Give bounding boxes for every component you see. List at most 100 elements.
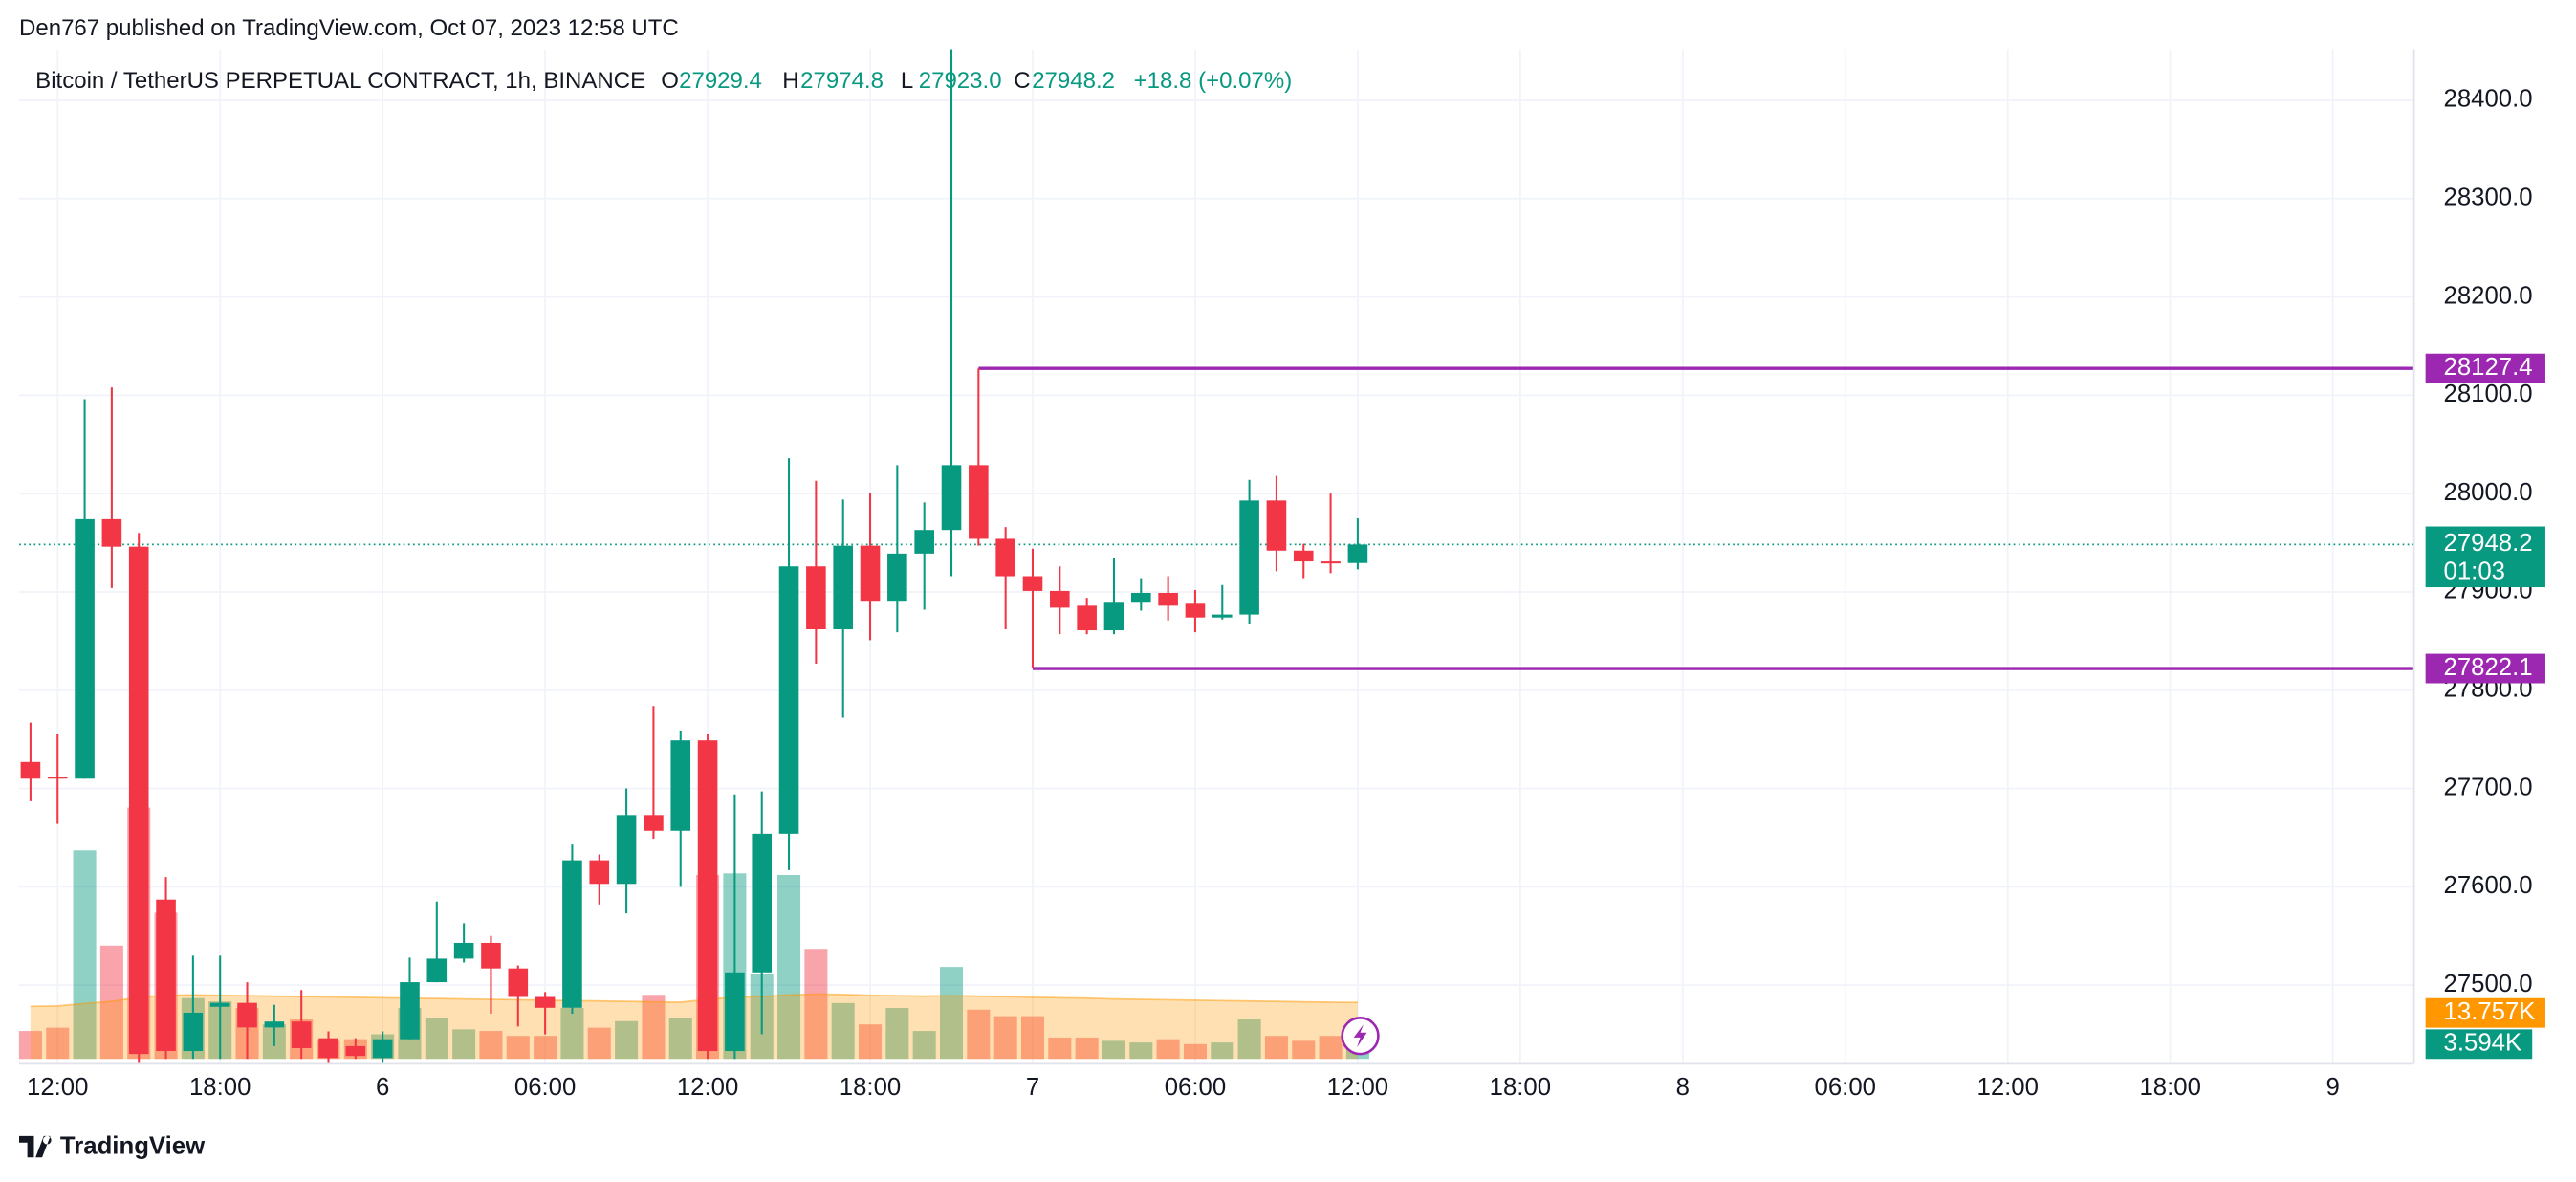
- candle-body: [183, 1012, 204, 1052]
- price-label: 28127.4: [2444, 354, 2533, 381]
- volume-bar: [804, 949, 828, 1060]
- volume-bar: [1075, 1037, 1099, 1060]
- candle-body: [1293, 550, 1314, 562]
- y-tick-label: 27500.0: [2444, 971, 2533, 997]
- candle-body: [508, 968, 529, 997]
- volume-bar: [46, 1027, 70, 1060]
- candle-body: [1185, 603, 1206, 618]
- y-tick-label: 27600.0: [2444, 872, 2533, 899]
- candle-body: [481, 942, 501, 969]
- candle-body: [209, 1002, 230, 1007]
- candle-body: [1077, 605, 1097, 631]
- candle-body: [47, 777, 68, 779]
- x-tick-label: 06:00: [1815, 1074, 1876, 1101]
- candle-body: [345, 1045, 366, 1057]
- volume-last-box: [2425, 1029, 2533, 1060]
- volume-bar: [885, 1008, 909, 1060]
- legend-key: H: [782, 68, 798, 94]
- plot: [19, 49, 2414, 1064]
- volume-bar: [831, 1002, 855, 1060]
- candle-body: [372, 1039, 393, 1059]
- x-tick-label: 06:00: [1165, 1074, 1226, 1101]
- candle-body: [697, 740, 718, 1052]
- y-tick-label: 28400.0: [2444, 86, 2533, 113]
- candle-body: [1103, 602, 1124, 631]
- volume-bar: [1211, 1042, 1234, 1060]
- axes: 27500.027600.027700.027800.027900.028000…: [27, 86, 2545, 1101]
- candle-body: [562, 860, 582, 1008]
- candle-body: [995, 538, 1015, 577]
- candle-body: [589, 860, 610, 885]
- candle-body: [644, 815, 664, 831]
- grid: [19, 49, 2414, 1064]
- price-label-box: [2425, 653, 2545, 684]
- legend-value: 27948.2: [1032, 68, 1115, 94]
- x-tick-label: 9: [2325, 1074, 2339, 1101]
- candle-body: [616, 815, 637, 885]
- x-tick-label: 7: [1026, 1074, 1039, 1101]
- volume-bar: [425, 1018, 448, 1060]
- candle-body: [1022, 576, 1043, 591]
- volume-bar: [993, 1016, 1017, 1060]
- volume-last-label: 3.594K: [2444, 1030, 2522, 1057]
- x-tick-label: 12:00: [1977, 1074, 2039, 1101]
- candle-body: [725, 972, 745, 1052]
- candle-body: [860, 545, 881, 602]
- candle-body: [1321, 561, 1341, 564]
- y-tick-label: 28200.0: [2444, 282, 2533, 309]
- candle-body: [941, 465, 962, 531]
- legend-value: 27923.0: [919, 68, 1002, 94]
- x-tick-label: 8: [1676, 1074, 1690, 1101]
- x-tick-label: 12:00: [27, 1074, 88, 1101]
- volume-bar: [1102, 1040, 1125, 1060]
- volume-bar: [73, 850, 97, 1060]
- volume-ma-label: 13.757K: [2444, 998, 2536, 1025]
- candle-body: [778, 566, 799, 834]
- candle-body: [264, 1021, 285, 1028]
- tradingview-logo: [19, 1135, 52, 1158]
- candle-body: [318, 1038, 338, 1059]
- candle-body: [426, 958, 448, 983]
- legend-key: C: [1014, 68, 1030, 94]
- volume-bar: [777, 874, 801, 1060]
- candle-body: [1130, 592, 1151, 603]
- x-tick-label: 06:00: [514, 1074, 576, 1101]
- volume-bar: [1292, 1040, 1316, 1060]
- publish-header: Den767 published on TradingView.com, Oct…: [19, 15, 679, 41]
- candle-body: [453, 942, 474, 959]
- candle-body: [1266, 500, 1287, 551]
- candle-body: [101, 518, 122, 547]
- y-tick-label: 28300.0: [2444, 185, 2533, 211]
- price-label: 27822.1: [2444, 654, 2533, 681]
- volume-bar: [1264, 1036, 1288, 1060]
- legend-value: 27974.8: [800, 68, 884, 94]
- candle-body: [291, 1021, 312, 1048]
- volume-bar: [642, 995, 666, 1060]
- candle-body: [1347, 544, 1368, 563]
- y-tick-label: 28000.0: [2444, 479, 2533, 506]
- volume-bar: [534, 1036, 557, 1060]
- y-tick-label: 28100.0: [2444, 381, 2533, 407]
- price-label-box: [2425, 353, 2545, 383]
- candle-body: [237, 1002, 257, 1028]
- symbol-title: Bitcoin / TetherUS PERPETUAL CONTRACT, 1…: [35, 68, 645, 94]
- x-tick-label: 6: [376, 1074, 389, 1101]
- last-price-box: [2425, 526, 2545, 588]
- candle-body: [833, 545, 854, 630]
- x-tick-label: 18:00: [2139, 1074, 2200, 1101]
- volume-bar: [18, 1031, 42, 1060]
- volume-bar: [668, 1018, 692, 1060]
- volume-bar: [939, 967, 964, 1060]
- candle-body: [20, 761, 41, 779]
- y-tick-label: 27700.0: [2444, 774, 2533, 800]
- candle-body: [156, 899, 176, 1052]
- volume-bar: [479, 1031, 503, 1060]
- candle-body: [1239, 500, 1259, 615]
- volume-bar: [1129, 1042, 1153, 1060]
- volume-bar: [587, 1027, 611, 1060]
- lightning-glyph: [1353, 1024, 1367, 1048]
- legend-value: 27929.4: [679, 68, 762, 94]
- legend: Bitcoin / TetherUS PERPETUAL CONTRACT, 1…: [35, 68, 645, 94]
- candle-body: [887, 553, 907, 602]
